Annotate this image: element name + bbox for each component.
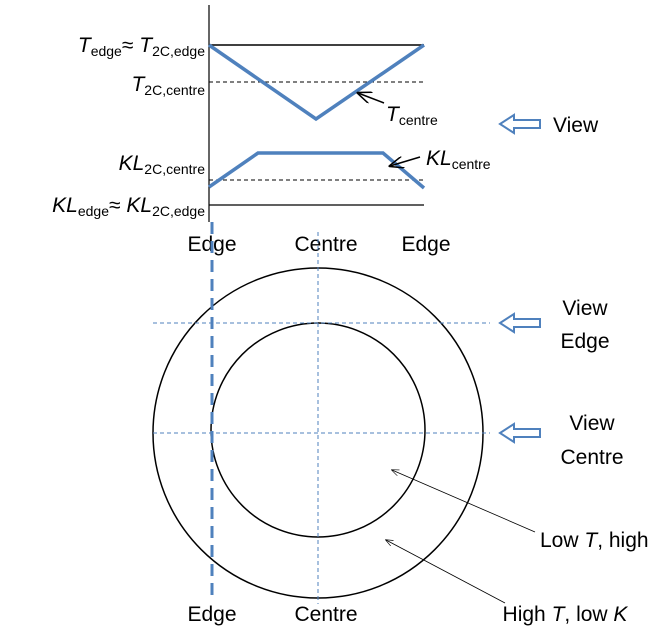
left-label: T2C,centre xyxy=(131,73,205,98)
left-label: Tedge≈ T2C,edge xyxy=(78,34,205,59)
label-part: KL xyxy=(52,194,78,217)
label-part: KL xyxy=(426,147,452,170)
label-part: ≈ xyxy=(109,194,126,217)
view-label: Edge xyxy=(560,330,609,353)
label-part: KL xyxy=(119,152,145,175)
left-label: KLedge≈ KL2C,edge xyxy=(52,194,205,219)
label-part: 2C,centre xyxy=(144,82,205,98)
label-part: T xyxy=(131,73,146,96)
label-part: Low xyxy=(540,529,584,552)
view-label: View xyxy=(553,114,599,137)
x-label: Edge xyxy=(401,233,450,256)
region-label: High T, low K xyxy=(503,603,629,626)
label-part: edge xyxy=(78,203,109,219)
label-part: High xyxy=(503,603,552,626)
view-label: Centre xyxy=(560,446,623,469)
curve-label: KLcentre xyxy=(426,147,491,172)
view-label: View xyxy=(569,412,615,435)
label-part: KL xyxy=(126,194,152,217)
x-label: Centre xyxy=(294,233,357,256)
label-part: T xyxy=(78,34,93,57)
label-part: ≈ xyxy=(122,34,139,57)
label-part: edge xyxy=(91,43,122,59)
x-label: Centre xyxy=(294,603,357,626)
label-part: , high xyxy=(597,529,649,552)
view-label: View xyxy=(562,297,608,320)
label-part: centre xyxy=(399,112,438,128)
label-part: K xyxy=(613,603,628,626)
x-label: Edge xyxy=(187,603,236,626)
profile-plot: Tedge≈ T2C,edge T2C,centre KL2C,centre K… xyxy=(52,5,599,256)
label-part: 2C,edge xyxy=(152,203,205,219)
region-label: Low T, high K xyxy=(540,529,649,552)
label-part: T xyxy=(584,529,599,552)
left-label: KL2C,centre xyxy=(119,152,206,177)
label-part: T xyxy=(139,34,154,57)
label-part: T xyxy=(386,103,401,126)
curve-label: Tcentre xyxy=(386,103,438,128)
label-part: 2C,edge xyxy=(152,43,205,59)
label-part: 2C,centre xyxy=(144,161,205,177)
label-part: T xyxy=(552,603,567,626)
label-part: , low xyxy=(564,603,613,626)
cross-section: View Edge View Centre Low T, high K High… xyxy=(152,222,649,626)
label-part: centre xyxy=(452,156,491,172)
